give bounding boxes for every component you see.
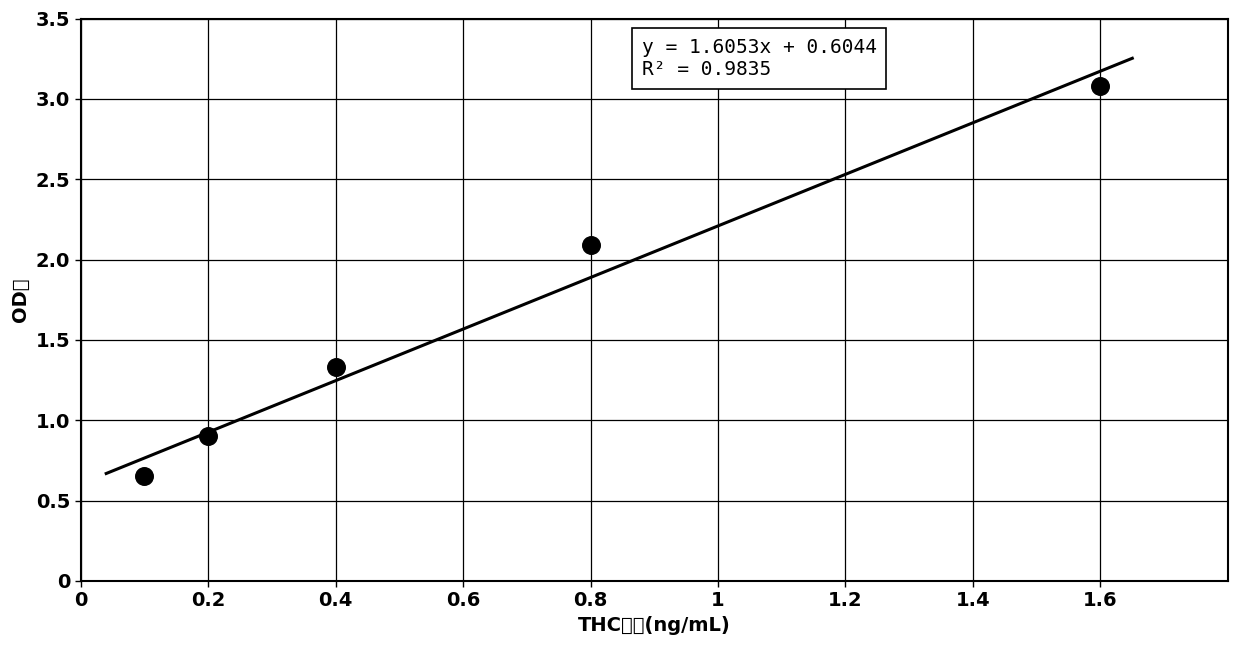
Point	[326, 362, 346, 372]
X-axis label: THC浓度(ng/mL): THC浓度(ng/mL)	[577, 616, 731, 635]
Point	[1090, 81, 1110, 91]
Y-axis label: OD値: OD値	[11, 278, 30, 322]
Point	[581, 240, 601, 250]
Point	[135, 472, 155, 482]
Text: y = 1.6053x + 0.6044
R² = 0.9835: y = 1.6053x + 0.6044 R² = 0.9835	[642, 38, 876, 79]
Point	[198, 431, 218, 441]
